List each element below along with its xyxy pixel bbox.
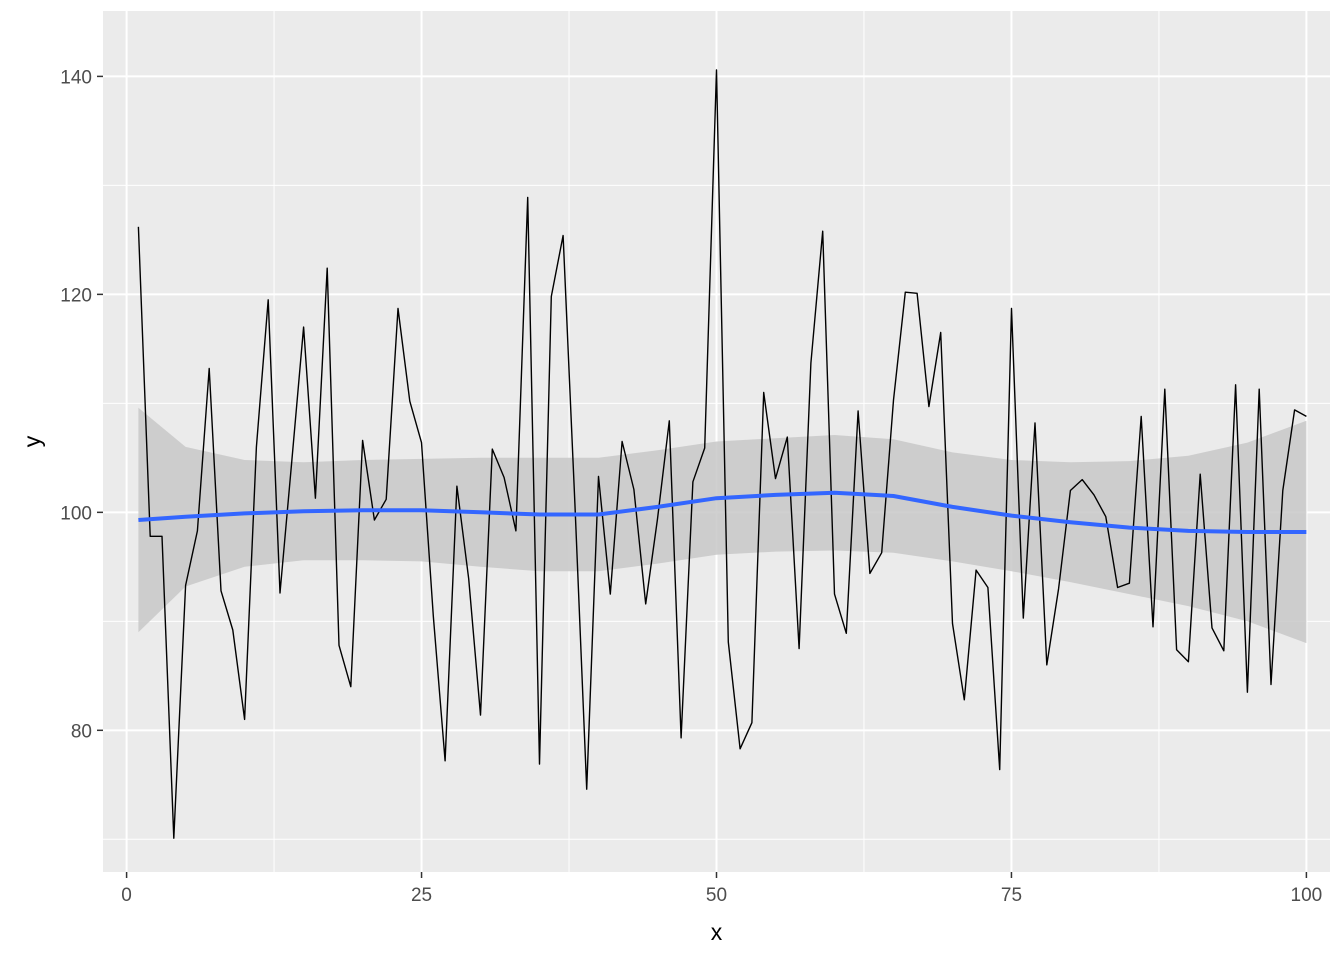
x-axis-ticks: 0 25 50 75 100 xyxy=(121,872,1322,906)
y-axis-ticks: 80 100 120 140 xyxy=(60,67,103,742)
y-axis-title: y xyxy=(19,435,45,447)
x-tick-label: 75 xyxy=(1001,885,1022,906)
y-tick-label: 120 xyxy=(60,285,92,306)
x-axis-title: x xyxy=(711,919,723,945)
x-tick-label: 25 xyxy=(411,885,432,906)
data-line xyxy=(137,69,1307,839)
x-tick-label: 100 xyxy=(1291,885,1323,906)
confidence-ribbon xyxy=(138,407,1307,644)
y-tick-label: 140 xyxy=(60,67,92,88)
smooth-line xyxy=(138,490,1307,534)
y-tick-label: 100 xyxy=(60,503,92,524)
y-tick-label: 80 xyxy=(71,721,92,742)
x-tick-label: 0 xyxy=(121,885,132,906)
x-tick-label: 50 xyxy=(706,885,727,906)
